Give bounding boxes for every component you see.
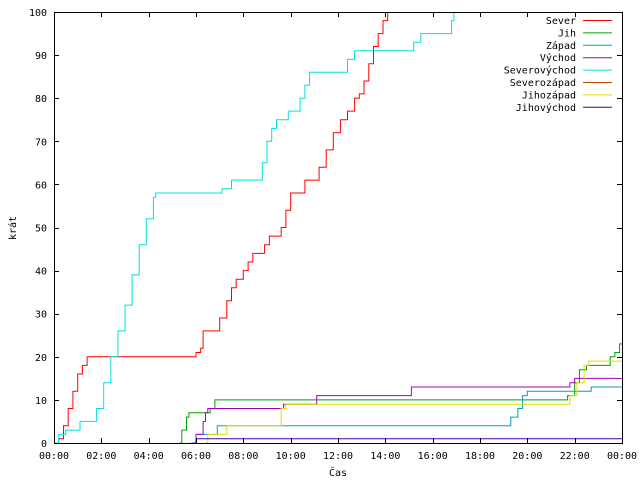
- legend: SeverJihZápadVýchodSeverovýchodSeverozáp…: [504, 16, 612, 114]
- x-tick-label: 08:00: [228, 451, 258, 462]
- y-tick-label: 70: [35, 137, 47, 148]
- y-tick-label: 100: [29, 8, 47, 19]
- x-tick-label: 12:00: [323, 451, 353, 462]
- y-tick-label: 50: [35, 224, 47, 235]
- x-tick-label: 04:00: [134, 451, 164, 462]
- y-tick-label: 0: [41, 439, 47, 450]
- x-tick-label: 02:00: [86, 451, 116, 462]
- x-axis: 00:00 02:00 04:00 06:00 08:00 10:00 12:00 14:00…: [39, 12, 637, 462]
- x-tick-label: 18:00: [465, 451, 495, 462]
- y-tick-label: 40: [35, 267, 47, 278]
- y-axis-label: krát: [7, 216, 19, 240]
- legend-label: Severovýchod: [504, 65, 576, 77]
- x-tick-label: 14:00: [370, 451, 400, 462]
- x-tick-label: 20:00: [512, 451, 542, 462]
- y-tick-label: 80: [35, 94, 47, 105]
- series-line-2: [179, 343, 622, 443]
- series-line-1: [54, 12, 389, 443]
- x-tick-label: 10:00: [276, 451, 306, 462]
- x-tick-label: 16:00: [418, 451, 448, 462]
- legend-label: Severozápad: [510, 77, 576, 89]
- legend-label: Jihovýchod: [516, 102, 576, 114]
- legend-label: Jih: [558, 28, 576, 39]
- legend-label: Jihozápad: [522, 89, 576, 101]
- x-tick-label: 06:00: [181, 451, 211, 462]
- legend-label: Západ: [546, 40, 576, 52]
- series-layer: [54, 12, 622, 443]
- x-tick-label: 00:00: [39, 451, 69, 462]
- x-tick-label: 00:00: [607, 451, 637, 462]
- y-tick-label: 90: [35, 51, 47, 62]
- y-tick-label: 20: [35, 353, 47, 364]
- series-line-4: [193, 377, 622, 443]
- legend-label: Východ: [540, 52, 576, 64]
- x-tick-label: 22:00: [560, 451, 590, 462]
- y-tick-label: 30: [35, 310, 47, 321]
- series-line-8: [193, 438, 622, 443]
- legend-label: Sever: [546, 16, 576, 27]
- y-tick-label: 60: [35, 180, 47, 191]
- x-axis-label: Čas: [329, 466, 347, 479]
- series-line-5: [54, 12, 455, 443]
- y-axis: 0 10 20 30 40 50 60 70 80 90 100: [29, 8, 622, 450]
- series-line-7: [205, 360, 622, 443]
- y-tick-label: 10: [35, 396, 47, 407]
